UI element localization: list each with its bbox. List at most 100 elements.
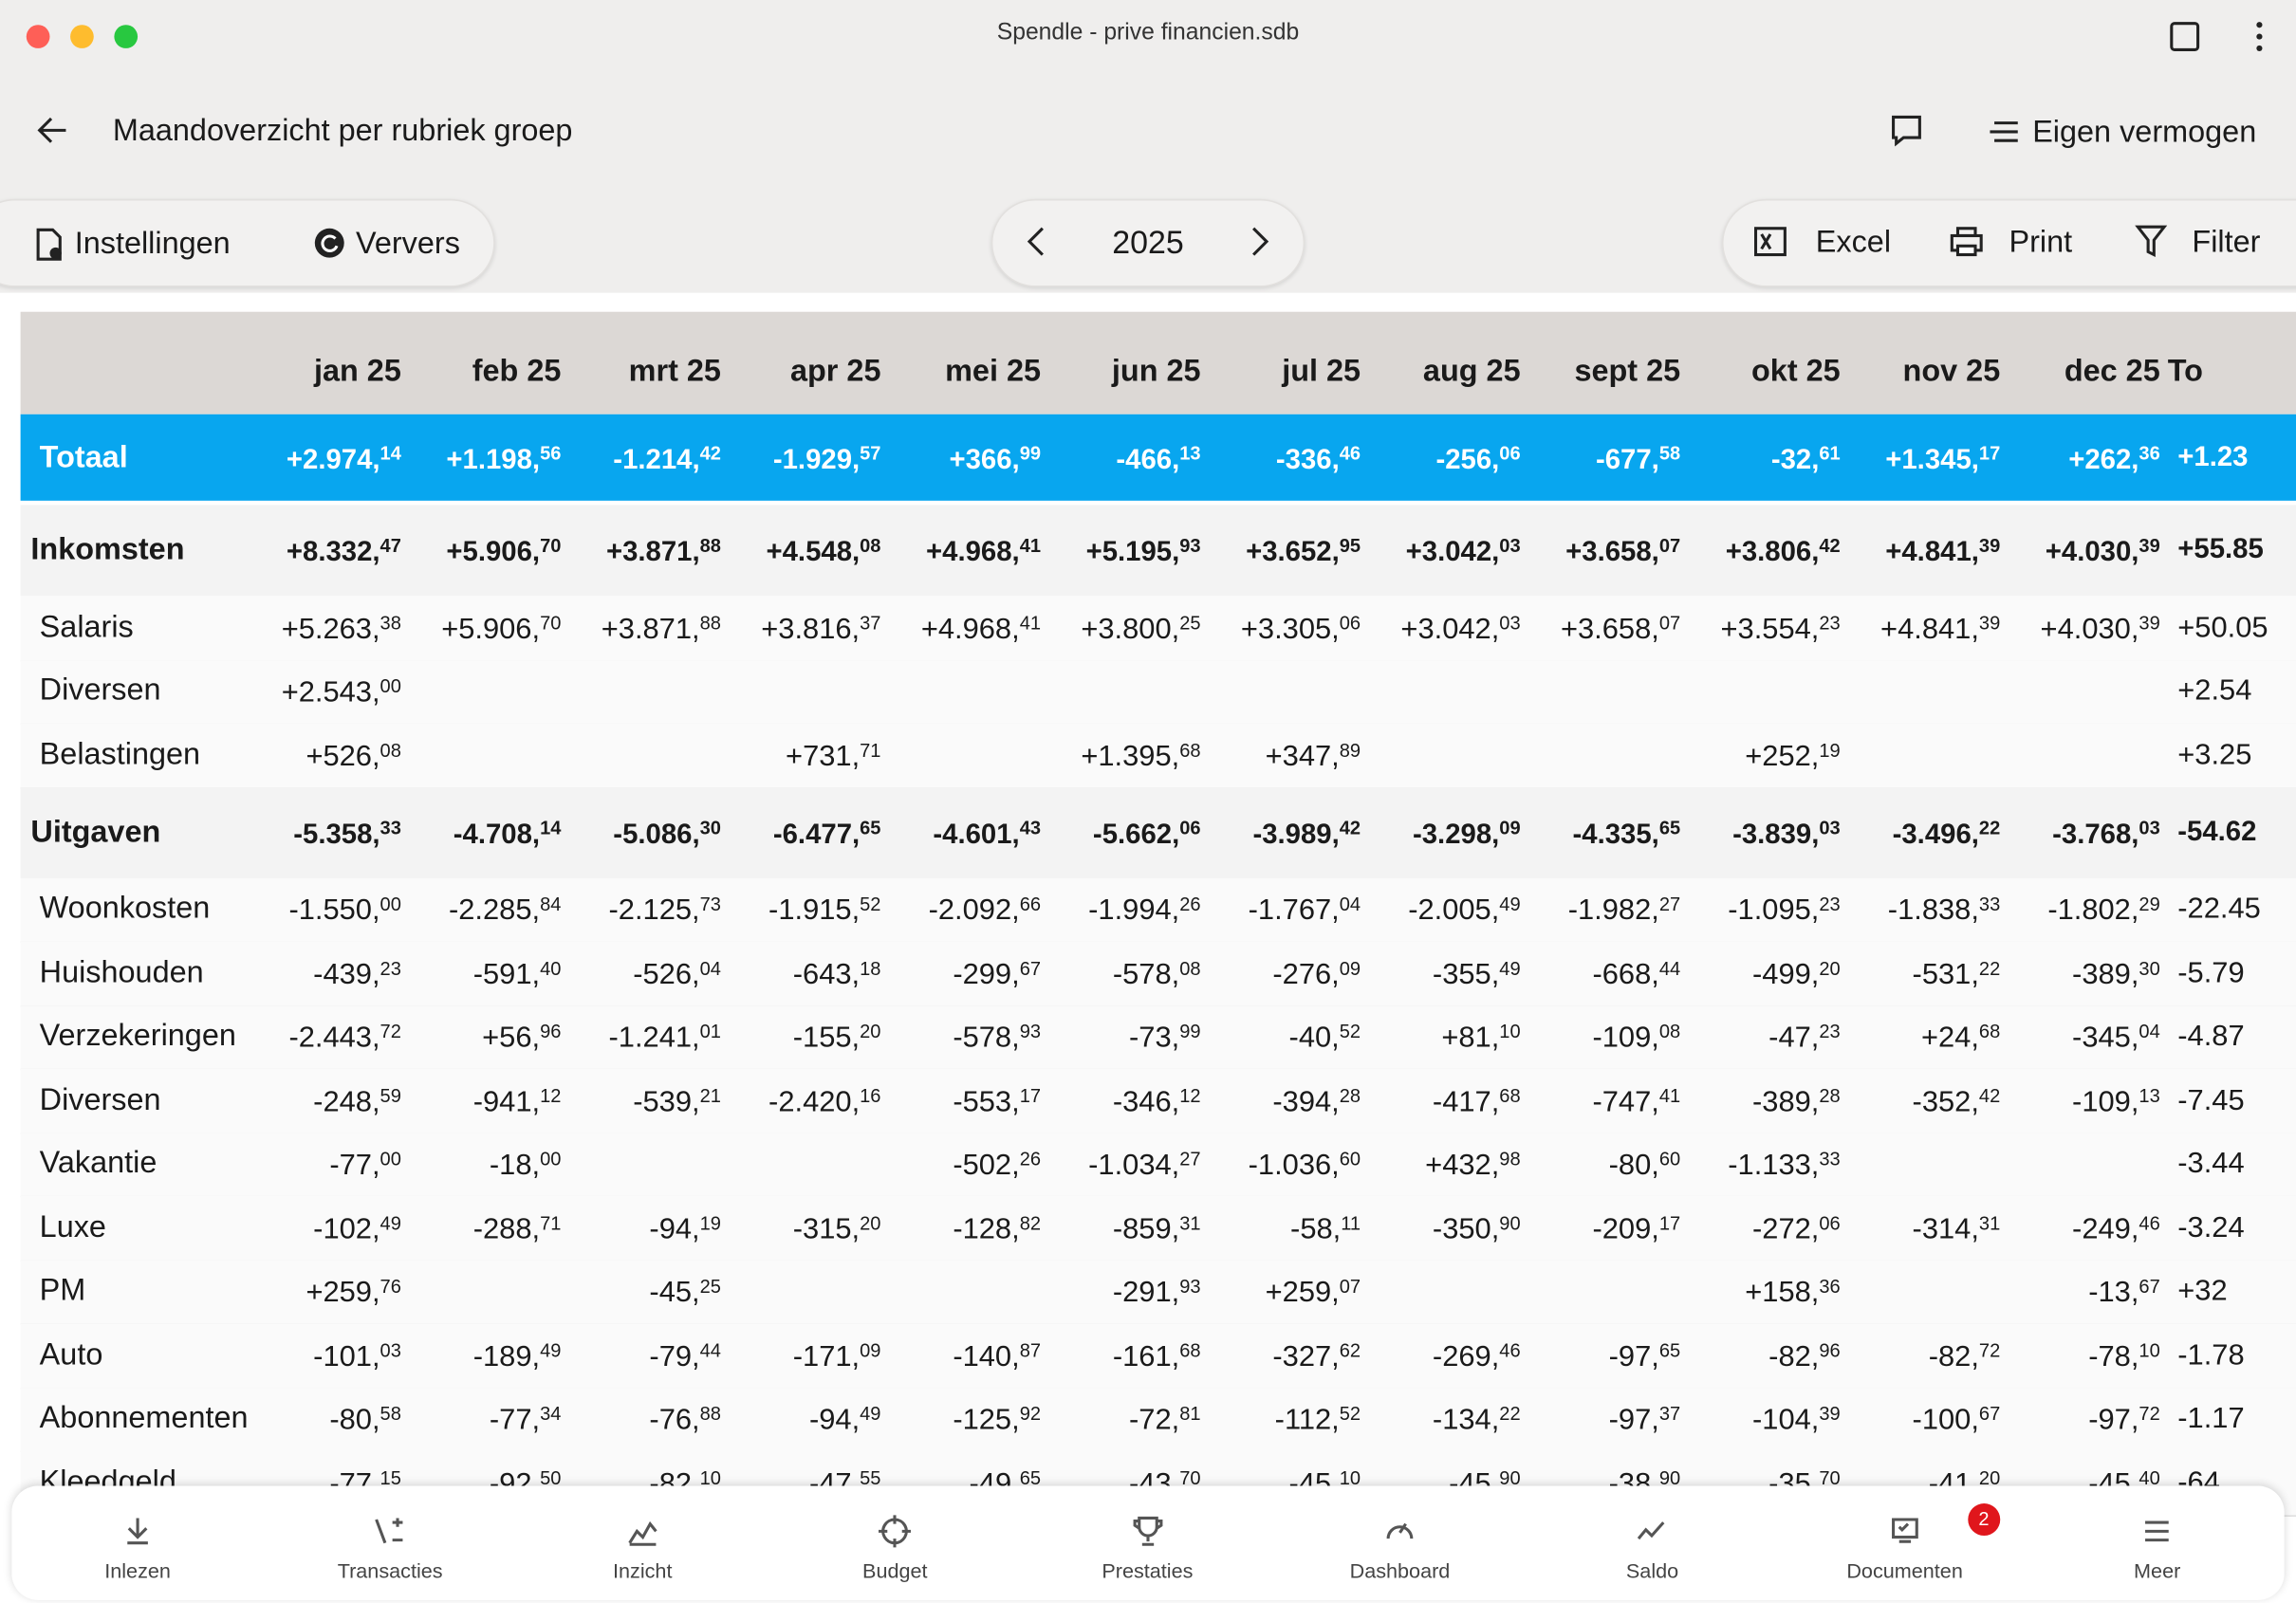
cell-value: -80,60 [1608,1148,1681,1182]
cell-value: -79,44 [649,1338,721,1373]
cell-value: -22.45 [2177,893,2261,926]
nav-item[interactable]: Dashboard [1274,1486,1526,1583]
column-header: aug 25 [1422,354,1521,388]
nav-item[interactable]: Prestaties [1022,1486,1273,1582]
detail-row[interactable]: Salaris +5.263,38 +5.906,70 +3.871,88 +3.816… [20,596,2296,661]
cell-value: +50.05 [2177,611,2268,644]
cell-value: -291,93 [1112,1275,1201,1310]
cell-value: +5.906,70 [446,534,562,568]
detail-row[interactable]: Verzekeringen -2.443,72 +56,96 -1.241,01 -15… [20,1004,2296,1071]
cell-value: +3.042,03 [1405,534,1521,568]
nav-item[interactable]: Inzicht [516,1486,768,1582]
filter-button[interactable]: Filter [2192,225,2261,260]
help-icon[interactable] [1889,114,1924,147]
cell-value: -3.768,03 [2052,816,2160,850]
row-label: Auto [39,1337,103,1372]
maximize[interactable] [114,25,139,48]
detail-row[interactable]: PM +259,76 -45,25 -291,93 +259,07 +158,36 -13,… [20,1260,2296,1325]
nav-item[interactable]: Transacties [264,1486,515,1583]
cell-value: +3.816,37 [761,611,881,646]
cell-value: -80,58 [329,1402,401,1437]
cell-value: -345,04 [2072,1021,2160,1055]
cell-value: -591,40 [472,956,562,991]
cell-value: -1.802,29 [2047,893,2160,928]
nav-icon [1638,1521,1666,1540]
excel-icon [1753,227,1787,257]
account-selector[interactable]: Eigen vermogen [2032,115,2257,150]
detail-row[interactable]: Huishouden -439,23 -591,40 -526,04 -643,18 -2… [20,941,2296,1007]
row-label: Huishouden [39,955,204,989]
detail-row[interactable]: Diversen -248,59 -941,12 -539,21 -2.420,16 -5… [20,1068,2296,1134]
print-button[interactable]: Print [2009,225,2073,260]
header-row: jan 25 feb 25 mrt 25 apr 25 mei 25 jun 25 jul … [20,311,2296,415]
cell-value: -102,49 [313,1211,401,1246]
row-label: PM [39,1274,86,1308]
cell-value: -161,68 [1112,1338,1201,1373]
cell-value: -82,96 [1768,1338,1841,1373]
detail-row[interactable]: Auto -101,03 -189,49 -79,44 -171,09 -140,87 -1… [20,1323,2296,1389]
column-header: feb 25 [472,354,562,388]
nav-item[interactable]: Budget [769,1486,1021,1582]
back-button[interactable] [35,114,70,146]
nav-icon [879,1515,912,1548]
nav-icon [1891,1518,1918,1543]
cell-value: -643,18 [792,956,881,991]
cell-value: +5.195,93 [1085,534,1201,568]
cell-value: +3.554,23 [1720,611,1841,646]
cell-value: -18,00 [489,1148,562,1182]
prev-year[interactable] [1025,226,1048,258]
minimize[interactable] [70,25,94,48]
detail-row[interactable]: Belastingen +526,08 +731,71 +1.395,68 +347,8… [20,723,2296,789]
cell-value: +3.871,88 [601,611,721,646]
cell-value: -47,23 [1768,1021,1841,1055]
cell-value: +432,98 [1425,1148,1521,1182]
detail-row[interactable]: Vakantie -77,00 -18,00 -502,26 -1.034,27 -1.0… [20,1132,2296,1198]
cell-value: -5.086,30 [613,816,721,850]
cell-value: +4.841,39 [1880,611,2001,646]
toolbar-right [1721,198,2296,287]
close[interactable] [26,25,50,48]
excel-button[interactable]: Excel [1815,225,1892,260]
settings-button[interactable]: Instellingen [74,227,231,261]
detail-row[interactable]: Diversen +2.543,00 +2.54 [20,659,2296,725]
cell-value: -578,93 [953,1021,1042,1055]
detail-row[interactable]: Luxe -102,49 -288,71 -94,19 -315,20 -128,82 -8… [20,1195,2296,1262]
nav-label: Dashboard [1349,1558,1451,1583]
detail-row[interactable]: Woonkosten -1.550,00 -2.285,84 -2.125,73 -1.… [20,877,2296,943]
row-label: Belastingen [39,737,201,771]
row-label: Luxe [39,1209,106,1244]
cell-value: -73,99 [1129,1021,1201,1055]
row-label: Diversen [39,1082,161,1117]
cell-value: -7.45 [2177,1084,2245,1117]
year-selector [991,198,1305,287]
row-label: Woonkosten [39,892,211,926]
cell-value: -171,09 [792,1338,881,1373]
nav-item[interactable]: Saldo [1527,1486,1778,1582]
nav-item[interactable]: Inlezen [11,1486,263,1582]
nav-icon [628,1520,657,1546]
cell-value: -1.214,42 [613,441,721,475]
next-year[interactable] [1248,226,1271,258]
cell-value: -417,68 [1432,1084,1521,1118]
cell-value: -104,39 [1752,1402,1841,1437]
nav-item[interactable]: Meer [2031,1486,2283,1582]
refresh-button[interactable]: Ververs [356,227,460,261]
group-row[interactable]: Uitgaven -5.358,33 -4.708,14 -5.086,30 -6.47… [20,786,2296,878]
cell-value: -539,21 [633,1084,721,1118]
nav-icon [1132,1516,1162,1546]
column-header: jul 25 [1282,354,1361,388]
cell-value: +366,99 [949,441,1042,475]
cell-value: -155,20 [792,1021,881,1055]
detail-row[interactable]: Abonnementen -80,58 -77,34 -76,88 -94,49 -125… [20,1387,2296,1453]
extension-icon[interactable] [2170,22,2200,52]
nav-item[interactable]: Documenten 2 [1779,1486,2030,1582]
cell-value: -526,04 [633,956,721,991]
column-header: jan 25 [313,354,401,388]
cell-value: +2.543,00 [281,674,401,709]
cell-value: -1.767,04 [1248,893,1361,928]
group-row[interactable]: Inkomsten +8.332,47 +5.906,70 +3.871,88 +4.5… [20,505,2296,597]
nav-label: Transacties [337,1558,443,1583]
cell-value: -5.662,06 [1092,816,1201,850]
